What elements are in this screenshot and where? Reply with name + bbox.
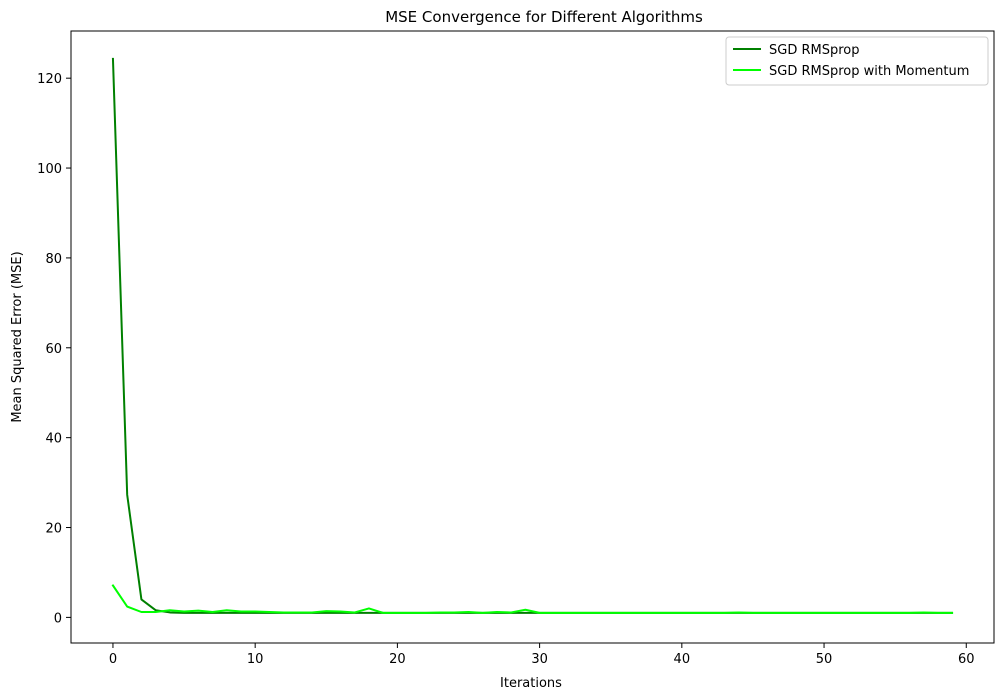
legend-box	[725, 36, 989, 86]
x-tick-label: 50	[816, 652, 833, 667]
y-tick-label: 40	[45, 432, 62, 447]
y-tick-label: 0	[54, 611, 62, 626]
x-tick-label: 0	[109, 652, 117, 667]
y-tick-label: 120	[37, 72, 62, 87]
chart-title: MSE Convergence for Different Algorithms	[385, 8, 703, 26]
y-tick-label: 60	[45, 342, 62, 357]
x-tick-label: 20	[389, 652, 406, 667]
y-tick-label: 80	[45, 252, 62, 267]
x-tick-label: 30	[531, 652, 548, 667]
y-tick-label: 20	[45, 522, 62, 537]
series-line-1	[111, 584, 954, 614]
x-tick-label: 10	[247, 652, 264, 667]
series-line-0	[111, 57, 954, 614]
y-tick-label: 100	[37, 162, 62, 177]
x-axis-ticks: 0 10 20 30 40 50 60	[109, 643, 975, 667]
y-axis-ticks: 0 20 40 60 80 100 120	[37, 72, 71, 626]
plot-frame	[70, 30, 995, 644]
legend-label-sgd-rmsprop: SGD RMSprop	[769, 43, 860, 58]
x-axis-label: Iterations	[500, 676, 562, 691]
y-axis-label: Mean Squared Error (MSE)	[10, 251, 25, 422]
legend: SGD RMSprop SGD RMSprop with Momentum	[725, 36, 989, 86]
plot-lines	[111, 57, 954, 614]
x-tick-label: 60	[958, 652, 975, 667]
legend-label-sgd-rmsprop-momentum: SGD RMSprop with Momentum	[769, 64, 969, 79]
x-tick-label: 40	[674, 652, 691, 667]
